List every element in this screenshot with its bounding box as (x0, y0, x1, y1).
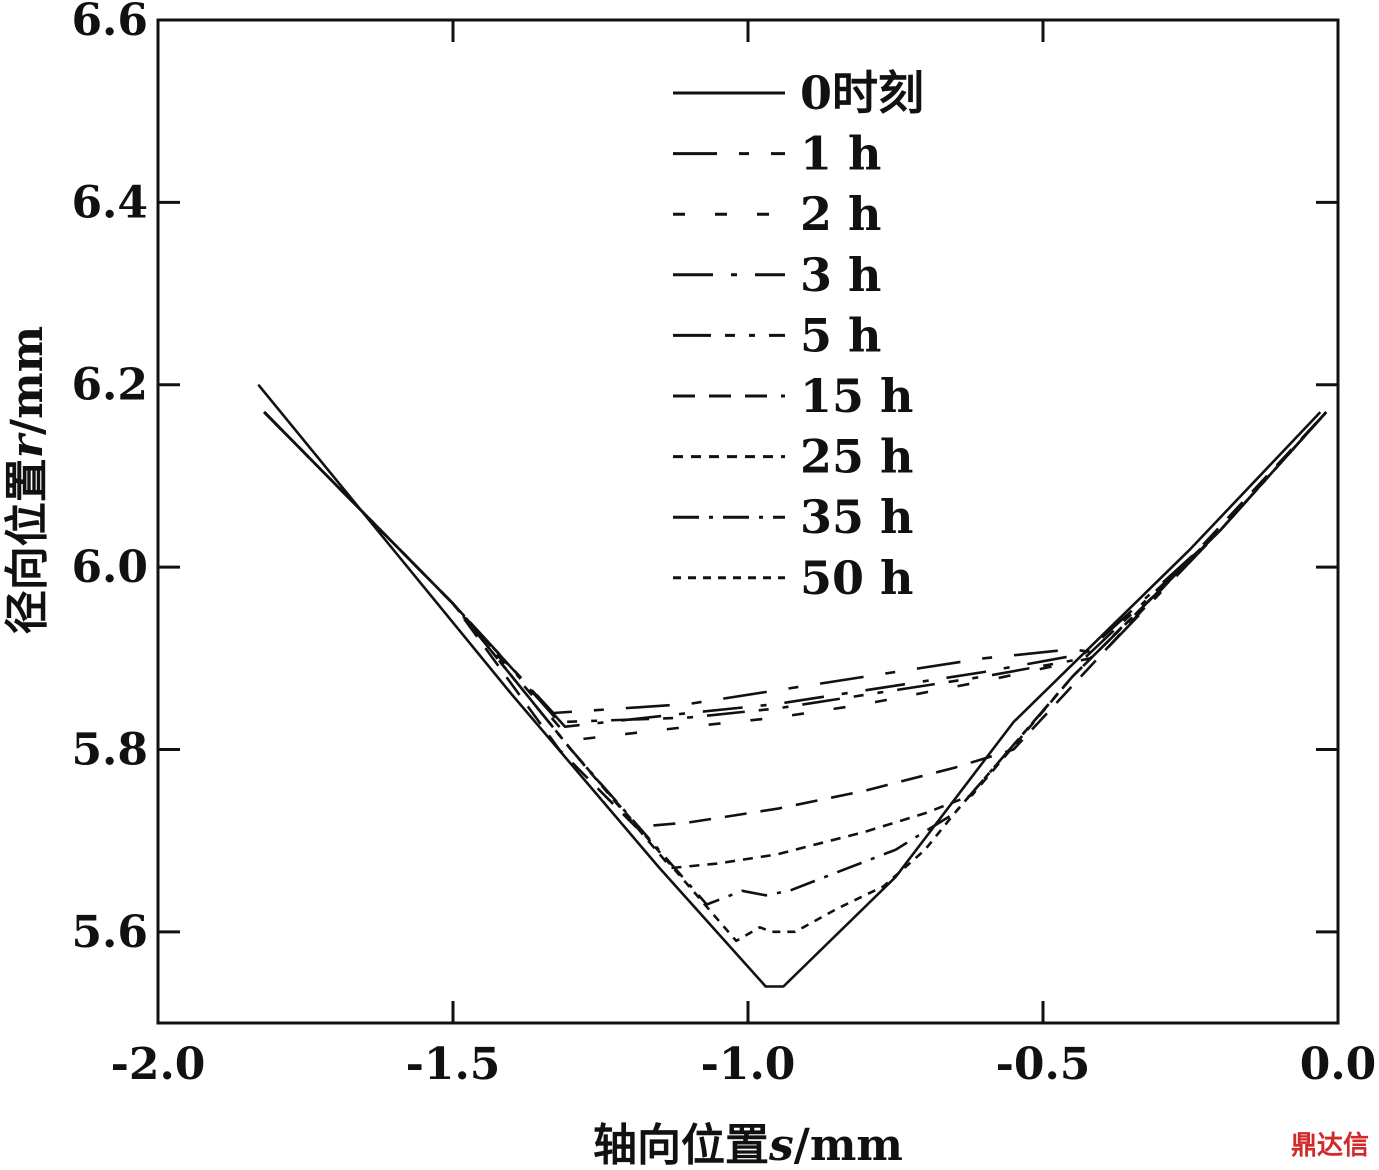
y-tick-label: 5.8 (71, 724, 148, 775)
legend-label: 2 h (800, 187, 881, 241)
legend-label: 0时刻 (800, 66, 924, 120)
x-tick-label: -1.5 (406, 1039, 501, 1090)
legend: 0时刻 1 h 2 h 3 h 5 h 15 h 25 h 35 h 50 h (673, 66, 924, 605)
watermark-logo: 鼎达信 (1291, 1125, 1369, 1162)
x-axis-title-unit: /mm (794, 1120, 903, 1170)
y-tick-label: 6.0 (71, 542, 148, 593)
legend-label: 25 h (800, 430, 913, 484)
series-line-7 (263, 411, 1328, 906)
series-line-5 (263, 411, 1328, 829)
x-axis-title-text: 轴向位置 (593, 1120, 769, 1170)
y-axis-title-var: r (2, 432, 53, 458)
legend-label: 1 h (800, 127, 881, 181)
series-line-3 (263, 411, 1328, 729)
y-axis-title-text: 径向位置 (2, 458, 53, 634)
y-tick-label: 6.2 (71, 360, 148, 411)
series-line-4 (263, 411, 1328, 724)
y-tick-label: 5.6 (71, 907, 148, 958)
plot-frame (156, 18, 1340, 1025)
y-tick-label: 6.6 (71, 0, 148, 46)
series-line-6 (263, 411, 1328, 870)
legend-label: 35 h (800, 490, 913, 544)
watermark-text: 鼎达信 (1290, 1131, 1369, 1161)
x-axis-title: 轴向位置s/mm (593, 1120, 903, 1170)
legend-label: 50 h (800, 551, 913, 605)
x-tick-label: 0.0 (1300, 1039, 1377, 1090)
y-axis-title: 径向位置r/mm (2, 326, 53, 634)
x-tick-label: -0.5 (996, 1039, 1091, 1090)
series-line-0 (257, 383, 1322, 988)
legend-label: 15 h (800, 369, 913, 423)
series-line-1 (263, 411, 1328, 715)
series-layer (257, 383, 1328, 988)
x-axis-title-var: s (768, 1120, 794, 1170)
legend-label: 3 h (800, 248, 881, 302)
y-tick-label: 6.4 (71, 177, 148, 228)
legend-label: 5 h (800, 308, 881, 362)
series-line-8 (263, 411, 1328, 943)
axis-ticks: -2.0 -1.5 -1.0 -0.5 0.0 5.6 5.8 6.0 6.2 6.4 6.6 (71, 0, 1376, 1090)
x-tick-label: -1.0 (701, 1039, 796, 1090)
y-axis-title-unit: /mm (2, 326, 53, 435)
series-line-2 (263, 411, 1328, 742)
x-tick-label: -2.0 (111, 1039, 206, 1090)
